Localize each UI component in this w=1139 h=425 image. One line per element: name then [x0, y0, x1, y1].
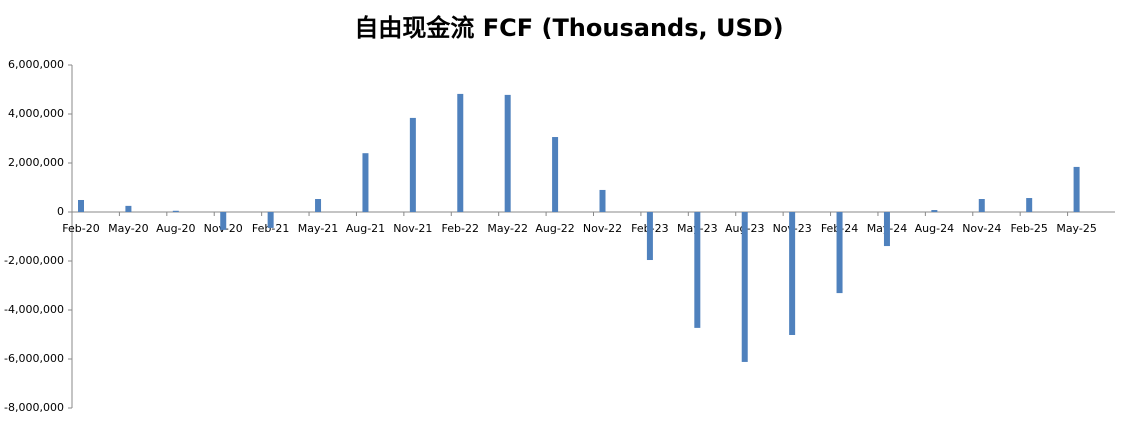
bar: [267, 212, 274, 228]
x-tick-label: Feb-25: [1010, 222, 1047, 235]
bar: [457, 93, 464, 212]
x-tick-label: Feb-20: [62, 222, 99, 235]
x-tick-label: Nov-21: [393, 222, 432, 235]
bar: [552, 137, 559, 212]
x-tick-label: Aug-22: [535, 222, 574, 235]
bar: [362, 153, 369, 212]
chart-title: 自由现金流 FCF (Thousands, USD): [354, 14, 783, 42]
bar: [172, 210, 179, 212]
bar: [409, 117, 416, 212]
y-tick-label: -2,000,000: [4, 254, 64, 267]
bar: [1026, 198, 1033, 212]
bar: [220, 212, 227, 230]
x-tick-label: Aug-24: [915, 222, 954, 235]
bar: [694, 212, 701, 328]
bar: [646, 212, 653, 261]
y-tick-label: 0: [57, 205, 64, 218]
y-tick-label: -6,000,000: [4, 352, 64, 365]
bar: [931, 210, 938, 212]
bar: [789, 212, 796, 335]
x-tick-label: May-25: [1056, 222, 1097, 235]
bar: [836, 212, 843, 294]
bar: [599, 189, 606, 212]
x-tick-label: Feb-22: [442, 222, 479, 235]
y-tick-label: -8,000,000: [4, 401, 64, 414]
x-tick-label: May-22: [487, 222, 528, 235]
bar: [741, 212, 748, 362]
x-tick-label: May-20: [108, 222, 149, 235]
bar: [883, 212, 890, 247]
x-tick-label: Aug-21: [346, 222, 385, 235]
bar: [978, 199, 985, 212]
x-tick-label: Aug-20: [156, 222, 195, 235]
y-tick-label: 6,000,000: [8, 58, 64, 71]
x-tick-label: Nov-24: [962, 222, 1001, 235]
bar: [504, 94, 511, 212]
x-tick-label: May-21: [298, 222, 339, 235]
x-tick-label: Feb-21: [252, 222, 289, 235]
y-tick-label: 4,000,000: [8, 107, 64, 120]
y-tick-label: -4,000,000: [4, 303, 64, 316]
bar: [125, 205, 132, 212]
bar: [78, 199, 84, 212]
x-tick-label: Nov-22: [583, 222, 622, 235]
bar: [1073, 166, 1080, 212]
y-tick-label: 2,000,000: [8, 156, 64, 169]
bar: [315, 199, 322, 212]
